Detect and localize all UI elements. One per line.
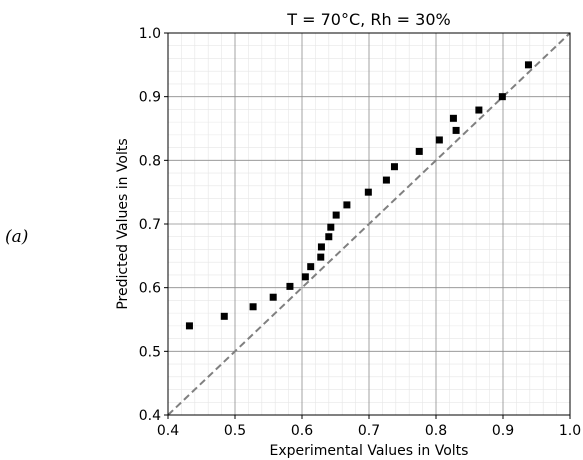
data-point [286,282,294,290]
y-tick-label: 0.9 [139,90,161,106]
data-point [498,93,506,101]
y-axis-ticks: 0.4 0.5 0.6 0.7 0.8 0.9 1.0 [139,26,168,424]
data-point [269,293,277,301]
data-point [249,303,257,311]
x-tick-label: 0.5 [224,423,246,439]
y-tick-label: 0.5 [139,344,161,360]
data-point [364,188,372,196]
y-tick-label: 1.0 [139,26,161,42]
y-tick-label: 0.6 [139,281,161,297]
data-point [185,322,193,330]
chart-title: T = 70°C, Rh = 30% [286,10,450,29]
x-tick-label: 0.6 [291,423,313,439]
data-point [343,201,351,209]
x-tick-label: 1.0 [559,423,581,439]
y-axis-label: Predicted Values in Volts [115,138,131,309]
y-tick-label: 0.4 [139,408,161,424]
x-axis-label: Experimental Values in Volts [270,443,469,459]
data-point [452,126,460,134]
x-axis-ticks: 0.4 0.5 0.6 0.7 0.8 0.9 1.0 [157,415,581,439]
x-tick-label: 0.9 [492,423,514,439]
panel-label: (a) [5,227,28,247]
x-tick-label: 0.7 [358,423,380,439]
data-point [390,163,398,171]
data-point [449,114,457,122]
data-point [301,273,309,281]
data-point [220,312,228,320]
data-point [332,211,340,219]
data-point [317,243,325,251]
data-point [475,106,483,114]
data-points [185,61,532,330]
data-point [524,61,532,69]
x-tick-label: 0.4 [157,423,179,439]
data-point [325,233,333,241]
y-tick-label: 0.8 [139,153,161,169]
data-point [307,263,315,271]
data-point [435,136,443,144]
data-point [382,176,390,184]
x-tick-label: 0.8 [425,423,447,439]
data-point [317,253,325,261]
data-point [327,223,335,231]
y-tick-label: 0.7 [139,217,161,233]
data-point [415,147,423,155]
